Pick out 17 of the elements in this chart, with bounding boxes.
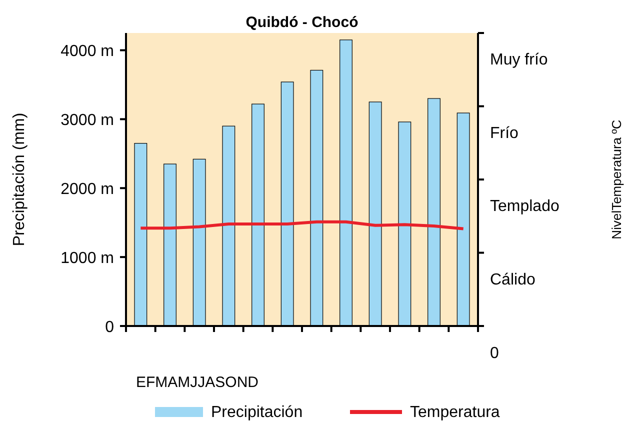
y-tick-label: 3000 m [60,112,114,130]
text: Templado [490,198,560,216]
legend-label: Temperatura [410,404,500,421]
text: Frío [490,124,519,142]
text: Muy frío [490,52,548,69]
y-axis-title: Precipitación (mm) [11,112,28,246]
chart-title: Quibdó - Chocó [246,14,358,31]
y-tick-label: 0 [105,319,114,336]
text: NivelTemperatura ºC [609,120,624,240]
line-series [139,220,465,230]
legend-label: Precipitación [211,404,303,421]
text: Cálido [490,271,536,288]
x-axis-title: EFMAMJJASOND [136,374,259,391]
y-tick-label: 4000 m [60,43,114,60]
text: 0 [490,345,499,362]
y-tick-label: 2000 m [60,181,114,198]
y-tick-label: 1000 m [60,250,114,268]
